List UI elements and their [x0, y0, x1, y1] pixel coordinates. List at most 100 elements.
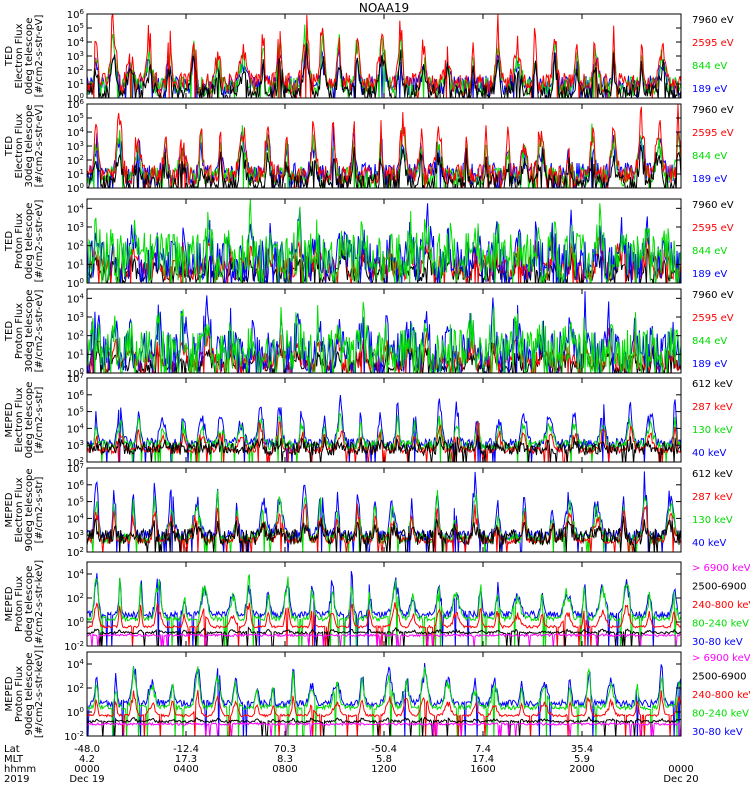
- legend-287-kev: 287 keV: [692, 402, 733, 413]
- legend-287-kev: 287 keV: [692, 492, 733, 503]
- y-axis-label-line: 0deg telescope: [24, 18, 35, 95]
- y-axis-label-line: [#/cm2-s-str-eV]: [34, 290, 45, 373]
- y-axis-label-line: [#/cm2-s-str-keV]: [34, 650, 45, 738]
- panel-7-traces: [87, 571, 681, 646]
- series-240-800-kev-line: [87, 602, 681, 646]
- y-axis-label-line: 0deg telescope: [24, 203, 35, 280]
- x-tick-lat-label: -12.4: [173, 744, 199, 755]
- y-axis-label-line: [#/cm2-s-str-eV]: [34, 15, 45, 98]
- y-tick-label: 102: [67, 456, 84, 469]
- y-tick-label: 102: [67, 682, 84, 695]
- series-6900-kev-line: [87, 721, 681, 736]
- figure-title: NOAA19: [359, 1, 409, 15]
- legend-189-ev: 189 eV: [692, 174, 727, 185]
- series-287-kev-line: [87, 421, 681, 462]
- y-axis-label-line: Proton Flux: [14, 576, 25, 632]
- y-tick-label: 104: [67, 422, 85, 435]
- y-axis-label-line: Electron Flux: [14, 113, 25, 178]
- legend-844-ev: 844 eV: [692, 246, 727, 257]
- y-axis-label: TEDProton Flux0deg telescope[#/cm2-s-str…: [4, 200, 45, 283]
- panel-5-traces: [87, 395, 681, 462]
- x-row-label-lat: Lat: [4, 744, 20, 755]
- y-axis-label-line: 30deg telescope: [24, 289, 35, 372]
- legend-6900-kev: > 6900 keV: [692, 653, 750, 664]
- panel-4: 100 101 102 103 104 TEDProton Flux30deg teles…: [4, 288, 734, 380]
- x-tick-hhmm-label: 1600: [470, 764, 495, 775]
- y-axis-label-line: 30deg telescope: [24, 104, 35, 187]
- y-tick-label: 104: [67, 202, 85, 215]
- y-tick-label: 104: [67, 658, 85, 671]
- x-tick-lat-label: -48.0: [74, 744, 100, 755]
- panel-2-traces: [87, 104, 681, 188]
- legend-2595-ev: 2595 eV: [692, 38, 734, 49]
- legend-844-ev: 844 eV: [692, 151, 727, 162]
- x-tick-date-label: Dec 20: [663, 774, 698, 785]
- y-tick-label: 107: [67, 462, 84, 475]
- legend-7960-ev: 7960 eV: [692, 105, 734, 116]
- panel-4-traces: [87, 291, 681, 373]
- legend-240-800-kev: 240-800 keV: [692, 600, 750, 611]
- series-7960-ev-line: [87, 144, 681, 188]
- legend-40-kev: 40 keV: [692, 538, 726, 549]
- y-axis-label: TEDElectron Flux30deg telescope[#/cm2-s-…: [4, 104, 45, 187]
- y-tick-label: 106: [67, 479, 85, 492]
- legend-2500-6900: 2500-6900: [692, 582, 747, 593]
- y-tick-label: 104: [67, 568, 85, 581]
- x-tick-hhmm-label: 2000: [569, 764, 594, 775]
- y-tick-label: 100: [67, 367, 84, 380]
- y-tick-label: 10-2: [64, 730, 84, 743]
- y-tick-label: 107: [67, 372, 84, 385]
- legend-7960-ev: 7960 eV: [692, 290, 734, 301]
- y-tick-label: 102: [67, 154, 84, 167]
- series-612-kev-line: [87, 516, 681, 552]
- y-tick-label: 103: [67, 140, 84, 153]
- legend-6900-kev: > 6900 keV: [692, 563, 750, 574]
- x-tick-hhmm-label: 0000: [74, 764, 99, 775]
- legend-30-80-kev: 30-80 keV: [692, 727, 743, 738]
- series-30-80-kev-line: [87, 662, 681, 736]
- y-axis-label-line: 0deg telescope: [24, 566, 35, 643]
- panel-3-traces: [87, 199, 681, 283]
- y-axis-label: MEPEDProton Flux90deg telescope[#/cm2-s-…: [4, 650, 45, 738]
- series-844-ev-line: [87, 199, 681, 283]
- y-tick-label: 106: [67, 98, 85, 111]
- series-6900-kev-line: [87, 632, 681, 646]
- y-tick-label: 103: [67, 50, 84, 63]
- y-tick-label: 102: [67, 546, 84, 559]
- y-axis-label: TEDElectron Flux0deg telescope[#/cm2-s-s…: [4, 15, 45, 98]
- y-axis-label: MEPEDProton Flux0deg telescope[#/cm2-s-s…: [4, 560, 45, 648]
- y-axis-label-line: 90deg telescope: [24, 468, 35, 551]
- y-tick-label: 103: [67, 311, 84, 324]
- series-612-kev-line: [87, 435, 681, 462]
- legend-189-ev: 189 eV: [692, 269, 727, 280]
- y-axis-label-line: MEPED: [4, 492, 15, 527]
- x-tick-mlt-label: 8.3: [277, 754, 293, 765]
- y-tick-label: 102: [67, 64, 84, 77]
- x-tick-lat-label: 7.4: [475, 744, 491, 755]
- y-axis-label-line: MEPED: [4, 676, 15, 711]
- x-tick-hhmm-label: 1200: [371, 764, 396, 775]
- legend-2595-ev: 2595 eV: [692, 223, 734, 234]
- y-tick-label: 104: [67, 292, 85, 305]
- legend-844-ev: 844 eV: [692, 336, 727, 347]
- x-tick-mlt-label: 5.9: [574, 754, 590, 765]
- y-axis-label-line: 0deg telescope: [24, 382, 35, 459]
- y-tick-label: 100: [67, 616, 84, 629]
- y-tick-label: 101: [67, 258, 84, 271]
- y-axis-label-line: MEPED: [4, 586, 15, 621]
- panel-8-traces: [87, 662, 681, 736]
- y-axis-label: MEPEDElectron Flux0deg telescope[#/cm2-s…: [4, 382, 45, 459]
- series-2500-6900-line: [87, 626, 681, 646]
- panel-7: 10-2 100 102 104 MEPEDProton Flux0deg telesc…: [4, 560, 750, 653]
- legend-40-kev: 40 keV: [692, 448, 726, 459]
- y-tick-label: 102: [67, 240, 84, 253]
- legend-189-ev: 189 eV: [692, 359, 727, 370]
- legend-80-240-kev: 80-240 keV: [692, 709, 749, 720]
- y-tick-label: 106: [67, 8, 85, 21]
- legend-130-kev: 130 keV: [692, 515, 733, 526]
- x-tick-mlt-label: 4.2: [79, 754, 95, 765]
- y-axis-label-line: Proton Flux: [14, 213, 25, 269]
